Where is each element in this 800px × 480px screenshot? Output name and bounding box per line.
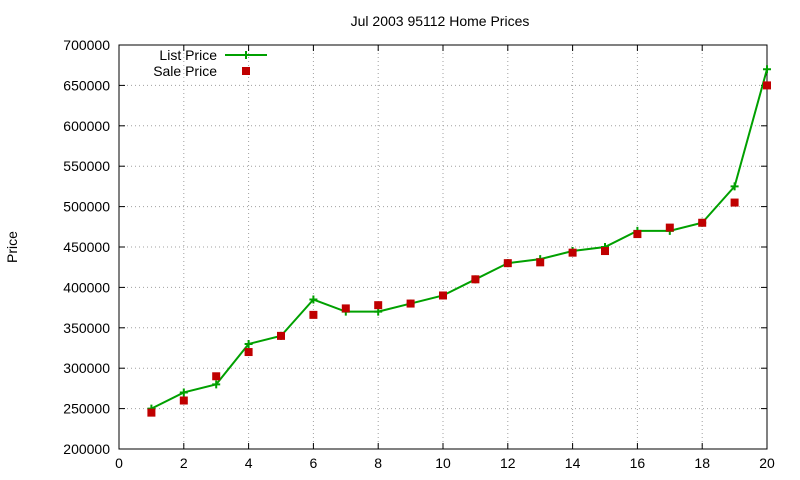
y-tick-label: 350000: [63, 320, 110, 336]
list-price-marker: [730, 182, 739, 191]
y-tick-label: 400000: [63, 279, 110, 295]
y-tick-label: 500000: [63, 199, 110, 215]
sale-price-point: [439, 291, 447, 300]
x-tick-label: 8: [374, 455, 382, 471]
sale-price-point: [471, 275, 480, 284]
list-price-marker: [309, 295, 318, 304]
sale-price-point: [212, 372, 221, 381]
sale-price-point: [601, 247, 609, 256]
list-price-marker: [763, 65, 771, 74]
legend-swatch-sale-price: [242, 67, 250, 75]
sale-price-point: [568, 248, 577, 257]
sale-price-point: [665, 223, 674, 232]
x-tick-label: 4: [245, 455, 253, 471]
y-tick-label: 250000: [63, 401, 110, 417]
y-axis-label: Price: [4, 231, 20, 263]
list-price-marker: [244, 339, 253, 348]
sale-price-point: [374, 301, 383, 310]
y-tick-label: 600000: [63, 118, 110, 134]
y-tick-label: 200000: [63, 441, 110, 457]
y-tick-label: 650000: [63, 77, 110, 93]
legend-label-list-price: List Price: [159, 47, 217, 63]
list-price-marker: [179, 388, 188, 397]
x-tick-label: 18: [694, 455, 710, 471]
sale-price-point: [633, 230, 642, 239]
chart-title: Jul 2003 95112 Home Prices: [351, 13, 530, 29]
sale-price-point: [309, 310, 318, 319]
legend-label-sale-price: Sale Price: [153, 63, 217, 79]
x-tick-label: 6: [310, 455, 318, 471]
sale-price-point: [277, 331, 285, 340]
x-tick-label: 10: [435, 455, 451, 471]
x-tick-label: 0: [115, 455, 123, 471]
sale-price-point: [503, 259, 512, 268]
list-price-line: [150, 68, 768, 410]
y-tick-label: 700000: [63, 37, 110, 53]
legend: List Price Sale Price: [153, 47, 267, 79]
sale-price-point: [244, 348, 253, 357]
grid-lines: [119, 45, 767, 449]
sale-price-point: [730, 198, 739, 207]
x-tick-label: 20: [759, 455, 775, 471]
sale-price-point: [147, 408, 156, 417]
sale-price-point: [698, 218, 707, 227]
x-tick-label: 12: [500, 455, 516, 471]
x-tick-label: 14: [565, 455, 581, 471]
sale-price-point: [406, 299, 415, 308]
x-tick-label: 16: [630, 455, 646, 471]
axis-ticks: 0 2 4 6 8 10 12 14 16 18 20 200000 250000 300000 35000…: [63, 37, 775, 471]
x-tick-label: 2: [180, 455, 188, 471]
legend-marker-list-price: [242, 51, 250, 59]
series-layer: [147, 65, 771, 417]
y-tick-label: 550000: [63, 158, 110, 174]
sale-price-point: [341, 304, 350, 313]
sale-price-point: [763, 81, 771, 90]
y-tick-label: 450000: [63, 239, 110, 255]
sale-price-point: [179, 396, 188, 405]
sale-price-point: [536, 258, 545, 267]
list-price-marker: [212, 380, 221, 389]
y-tick-label: 300000: [63, 360, 110, 376]
